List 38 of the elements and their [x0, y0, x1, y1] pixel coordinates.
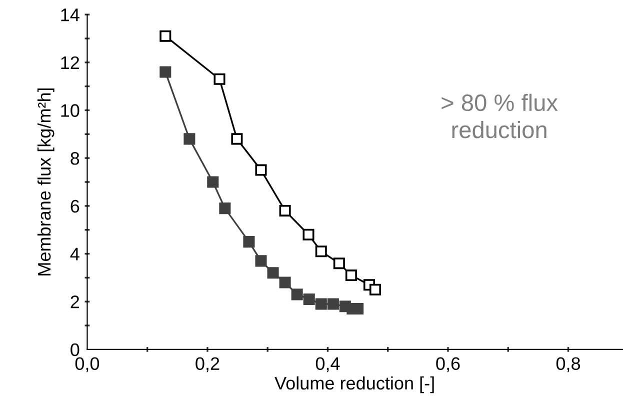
y-tick-label: 10 [61, 104, 80, 117]
point [160, 66, 172, 78]
y-axis-title: Membrane flux [kg/m²h] [37, 88, 54, 276]
x-tick-label: 0,6 [436, 357, 460, 372]
point [214, 73, 226, 85]
y-tick-label: 2 [70, 296, 80, 308]
point [184, 133, 196, 145]
point [160, 30, 172, 42]
y-tick-label: 4 [70, 248, 80, 260]
point [255, 164, 267, 176]
x-tick-label: 0,8 [556, 357, 580, 372]
point [315, 246, 327, 258]
point [302, 228, 314, 240]
y-tick-label: 12 [61, 56, 80, 69]
point [315, 298, 327, 310]
point [267, 267, 279, 279]
x-tick-label: 0,2 [196, 357, 220, 372]
point [243, 236, 255, 248]
x-axis-title: Volume reduction [-] [274, 376, 434, 394]
y-tick-label: 0 [70, 343, 80, 356]
x-tick-label: 0,4 [316, 357, 340, 372]
point [345, 270, 357, 282]
point [303, 293, 315, 305]
annotation: > 80 % flux reduction [442, 94, 558, 138]
point [207, 176, 219, 188]
point [369, 284, 382, 296]
x-tick-label: 0,0 [75, 357, 100, 372]
y-tick-label: 6 [70, 200, 80, 213]
point [219, 202, 231, 214]
point [291, 288, 303, 300]
y-tick-label: 8 [70, 152, 80, 165]
point [279, 276, 291, 288]
point [333, 258, 345, 270]
point [279, 204, 291, 216]
y-tick-label: 14 [61, 8, 80, 22]
point [231, 133, 243, 145]
point [327, 298, 339, 310]
point [255, 255, 267, 267]
